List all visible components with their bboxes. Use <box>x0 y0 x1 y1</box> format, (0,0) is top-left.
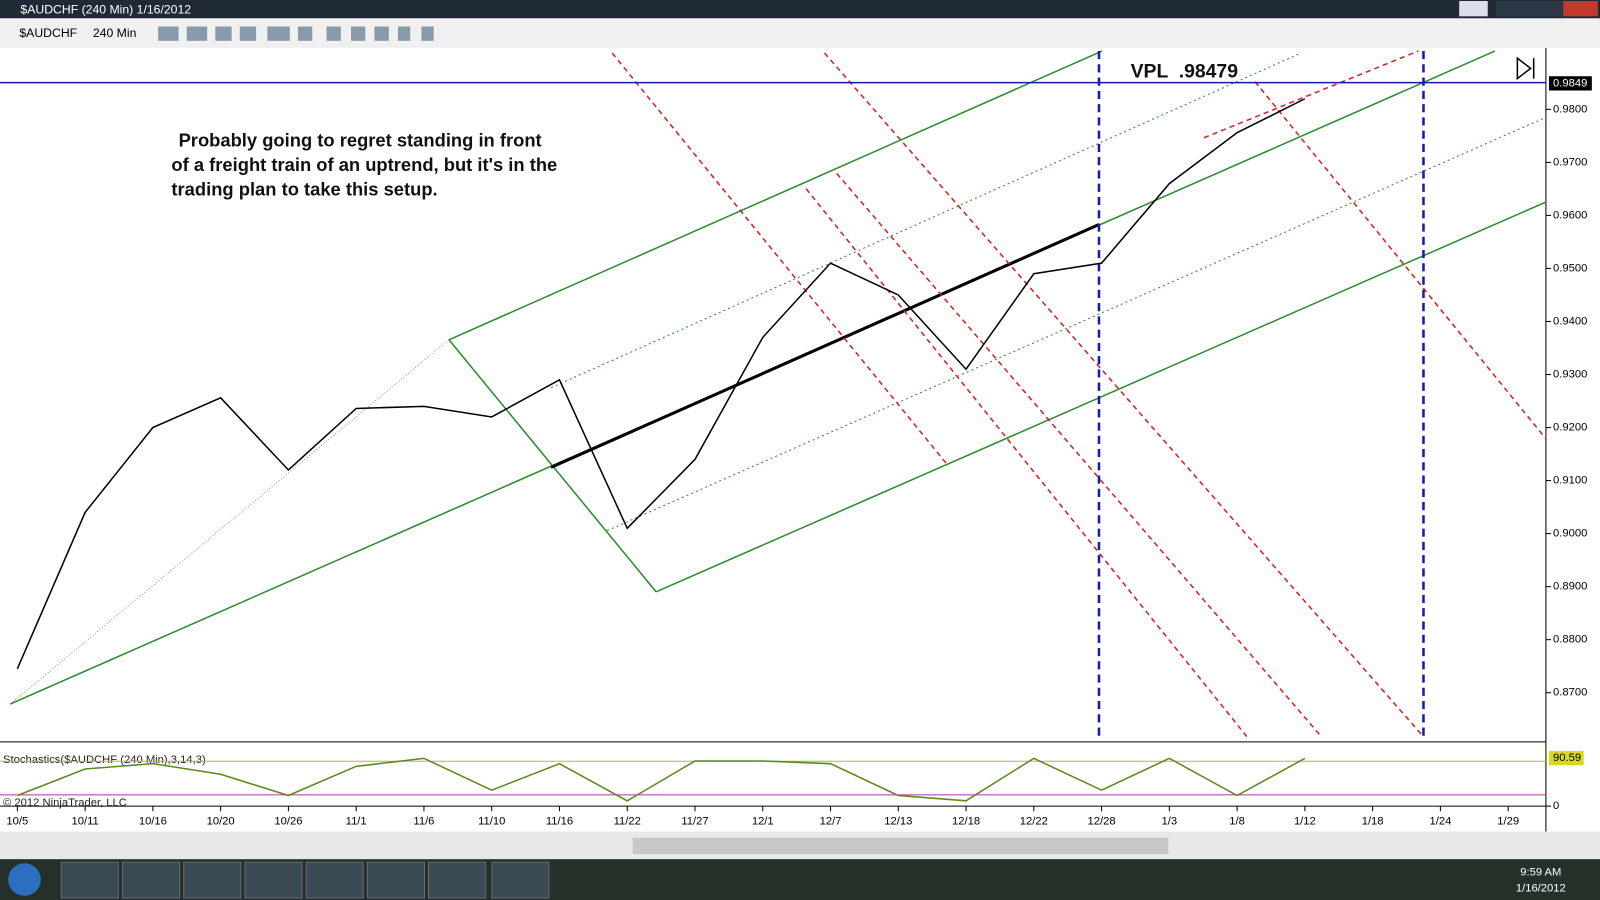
clock-time: 9:59 AM <box>1520 866 1561 878</box>
x-tick-label: 12/18 <box>952 815 980 827</box>
y-tick-label: 0.9700 <box>1553 156 1587 168</box>
price-panel <box>0 47 1546 742</box>
title-bar <box>0 0 1600 19</box>
stoch-last-box <box>1548 750 1584 766</box>
last-price-box <box>1548 76 1592 91</box>
copyright: © 2012 NinjaTrader, LLC <box>3 797 127 809</box>
taskbar-apps[interactable] <box>60 861 550 899</box>
annotation: of a freight train of an uptrend, but it… <box>171 154 557 175</box>
stoch-last-label: 90.59 <box>1553 752 1581 764</box>
x-tick-label: 1/12 <box>1294 815 1316 827</box>
toolbar <box>0 18 1600 48</box>
x-tick-label: 10/26 <box>274 815 302 827</box>
y-tick-label: 0.9000 <box>1553 528 1587 540</box>
annotation: Probably going to regret standing in fro… <box>179 130 542 151</box>
indicator-title: Stochastics($AUDCHF (240 Min),3,14,3) <box>3 754 206 766</box>
y-tick-label: 0.9600 <box>1553 209 1587 221</box>
x-tick-label: 12/1 <box>752 815 774 827</box>
x-tick-label: 1/29 <box>1497 815 1519 827</box>
x-tick-label: 12/13 <box>884 815 912 827</box>
x-tick-label: 12/7 <box>820 815 842 827</box>
clock-date: 1/16/2012 <box>1516 883 1566 895</box>
y-tick-label: 0.9300 <box>1553 368 1587 380</box>
y-tick-label: 0 <box>1553 800 1559 812</box>
x-tick-label: 1/8 <box>1229 815 1245 827</box>
toolbar-icons[interactable] <box>158 26 434 41</box>
drawings <box>0 50 1547 738</box>
x-tick-label: 10/20 <box>207 815 235 827</box>
x-tick-label: 11/10 <box>478 815 505 827</box>
y-tick-label: 0.9200 <box>1553 422 1587 434</box>
y-tick-label: 0.9800 <box>1553 103 1587 115</box>
x-tick-label: 12/22 <box>1020 815 1048 827</box>
annotation: trading plan to take this setup. <box>171 179 437 200</box>
x-tick-label: 11/27 <box>681 815 708 827</box>
last-price-label: 0.9849 <box>1553 77 1587 89</box>
y-tick-label: 0.8900 <box>1553 581 1587 593</box>
x-tick-label: 10/11 <box>71 815 98 827</box>
x-tick-label: 10/5 <box>6 815 28 827</box>
close-button[interactable] <box>1563 1 1598 17</box>
x-tick-label: 11/22 <box>614 815 641 827</box>
x-tick-label: 1/18 <box>1362 815 1384 827</box>
x-tick-label: 10/16 <box>139 815 167 827</box>
window-title: $AUDCHF (240 Min) 1/16/2012 <box>20 2 191 16</box>
x-tick-label: 11/1 <box>346 815 367 827</box>
interval-select[interactable]: 240 Min <box>93 26 137 40</box>
y-tick-label: 0.8700 <box>1553 687 1587 699</box>
stoch-line <box>17 757 1306 802</box>
x-tick-label: 1/24 <box>1429 815 1451 827</box>
x-tick-label: 1/3 <box>1162 815 1178 827</box>
vpl-label: VPL .98479 <box>1131 61 1239 83</box>
x-tick-label: 12/28 <box>1088 815 1116 827</box>
x-tick-label: 11/6 <box>413 815 434 827</box>
y-tick-label: 0.8800 <box>1553 634 1587 646</box>
y-tick-label: 0.9500 <box>1553 262 1587 274</box>
instrument-select[interactable]: $AUDCHF <box>19 26 77 40</box>
y-tick-label: 0.9400 <box>1553 315 1587 327</box>
scroll-thumb[interactable] <box>632 837 1169 855</box>
price-line <box>16 98 1306 670</box>
start-button[interactable] <box>8 863 41 896</box>
y-tick-label: 0.9100 <box>1553 475 1587 487</box>
x-tick-label: 11/16 <box>546 815 573 827</box>
button[interactable] <box>1459 1 1488 17</box>
